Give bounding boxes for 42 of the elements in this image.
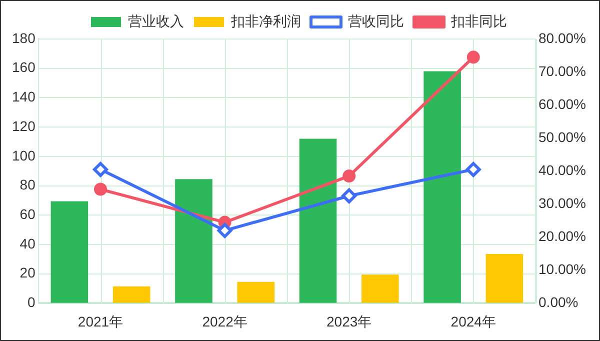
- bar: [175, 179, 212, 303]
- x-tick-label: 2023年: [326, 313, 372, 330]
- point: [217, 223, 232, 238]
- legend-label: 营收同比: [348, 12, 404, 29]
- y-tick-label: 100: [12, 147, 36, 164]
- bar: [424, 71, 461, 303]
- legend-label: 营业收入: [128, 12, 184, 29]
- point: [94, 182, 108, 196]
- y-tick-label: 0: [28, 294, 36, 310]
- y2-tick-label: 70.00%: [538, 62, 586, 79]
- y-tick-label: 40: [20, 235, 36, 252]
- y-tick-label: 60: [20, 206, 36, 222]
- bar: [237, 282, 275, 303]
- y-tick-label: 180: [12, 30, 36, 46]
- y2-tick-label: 30.00%: [538, 194, 586, 211]
- y2-tick-label: 20.00%: [538, 228, 586, 244]
- y2-tick-label: 40.00%: [538, 162, 586, 178]
- point: [342, 188, 357, 204]
- legend-label: 扣非净利润: [230, 12, 301, 29]
- point: [93, 162, 108, 177]
- point: [466, 50, 480, 64]
- point: [466, 162, 481, 177]
- y-tick-label: 120: [12, 118, 36, 134]
- bar: [362, 274, 399, 303]
- y2-tick-label: 50.00%: [538, 128, 586, 145]
- bar: [486, 254, 524, 303]
- y2-tick-label: 60.00%: [538, 96, 586, 112]
- y-tick-label: 80: [20, 176, 36, 193]
- bar: [299, 138, 337, 303]
- bar: [50, 201, 88, 303]
- y-tick-label: 20: [20, 264, 36, 281]
- y-tick-label: 140: [12, 88, 36, 105]
- x-tick-label: 2021年: [78, 313, 124, 330]
- bar: [112, 286, 150, 303]
- y2-tick-label: 10.00%: [538, 261, 586, 278]
- y2-tick-label: 0.00%: [538, 294, 578, 310]
- point: [342, 170, 356, 183]
- y-tick-label: 160: [12, 59, 36, 76]
- x-tick-label: 2024年: [450, 313, 496, 330]
- legend-label: 扣非同比: [450, 12, 507, 29]
- x-tick-label: 2022年: [202, 313, 248, 330]
- y2-tick-label: 80.00%: [538, 30, 586, 46]
